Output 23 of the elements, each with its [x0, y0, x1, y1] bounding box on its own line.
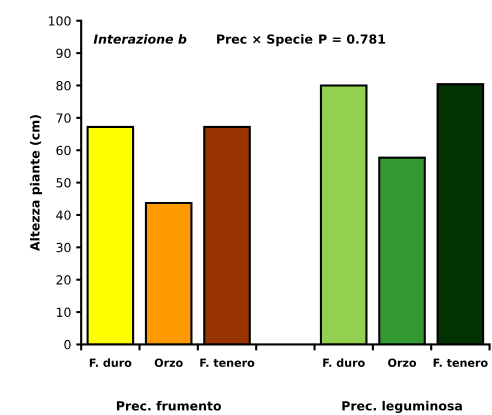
x-tick-label: F. tenero — [434, 358, 488, 367]
y-tick-label: 90 — [56, 48, 71, 58]
x-tick-label: F. duro — [323, 358, 365, 367]
text: Prec. leguminosa — [342, 400, 462, 414]
y-tick-label: 10 — [56, 308, 71, 318]
annotation: Interazione b — [94, 34, 186, 44]
x-tick-label: F. duro — [90, 358, 132, 367]
y-tick-label: 20 — [56, 275, 71, 285]
y-tick-label: 30 — [56, 242, 71, 252]
y-tick-label: 60 — [56, 146, 71, 156]
x-tick-label: Orzo — [388, 358, 416, 367]
y-tick-label: 0 — [64, 340, 71, 350]
text: Prec. frumento — [116, 400, 222, 411]
y-tick-label: 50 — [56, 178, 71, 188]
y-tick-label: 40 — [56, 210, 71, 220]
y-tick-label: 100 — [48, 16, 71, 26]
y-tick-label: 70 — [56, 113, 71, 123]
annotation: Prec × Specie — [217, 34, 312, 46]
y-axis-title: Altezza piante (cm) — [30, 115, 42, 252]
x-tick-label: Orzo — [154, 358, 183, 367]
annotation: P = 0.781 — [319, 34, 386, 44]
y-tick-label: 80 — [56, 80, 71, 90]
x-tick-label: F. tenero — [200, 358, 254, 367]
